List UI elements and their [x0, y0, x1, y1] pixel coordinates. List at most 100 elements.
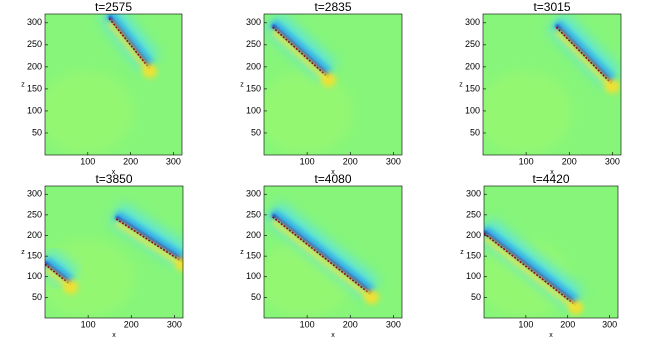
- y-tick-label: 100: [466, 271, 481, 281]
- wave-blue: [45, 256, 74, 285]
- plot-frame: [482, 13, 622, 156]
- wave-tip: [569, 300, 584, 315]
- panel: t=4080 100 200 300 50 100 150 200 250 300 x z: [240, 172, 403, 339]
- x-axis-label: x: [331, 169, 335, 176]
- wave-tip: [605, 79, 620, 94]
- y-tick-label: 250: [246, 39, 261, 49]
- field: [483, 14, 621, 155]
- y-tick-label: 200: [27, 61, 42, 71]
- y-tick-label: 250: [466, 209, 481, 219]
- y-tick-label: 50: [471, 292, 481, 302]
- y-axis-label: z: [21, 81, 25, 88]
- panel-title: t=2835: [314, 0, 351, 14]
- y-tick-label: 300: [466, 189, 481, 199]
- x-tick-label: 100: [300, 156, 315, 166]
- x-tick-label: 300: [602, 319, 617, 329]
- y-tick-label: 150: [466, 251, 481, 261]
- wave-dark: [108, 15, 152, 69]
- panel: t=3850 100 200 300 50 100 150 200 250 300 x z: [21, 172, 184, 339]
- x-tick-label: 300: [386, 156, 401, 166]
- y-tick-label: 250: [465, 39, 480, 49]
- x-tick-label: 100: [518, 319, 533, 329]
- wave-red: [108, 17, 151, 70]
- wave-yellow: [484, 234, 578, 311]
- wave-yellow: [106, 19, 153, 74]
- y-axis-label: z: [459, 81, 463, 88]
- y-tick-label: 250: [27, 39, 42, 49]
- y-tick-label: 150: [465, 83, 480, 93]
- x-tick-label: 300: [605, 156, 620, 166]
- y-tick-label: 300: [246, 189, 261, 199]
- y-tick-label: 150: [27, 251, 42, 261]
- wave-tip: [321, 72, 336, 87]
- panel: t=2835 100 200 300 50 100 150 200 250 300 x z: [240, 0, 403, 176]
- y-tick-label: 200: [466, 230, 481, 240]
- wave-red: [115, 218, 183, 263]
- wave-blue: [484, 225, 579, 306]
- wave-tip: [364, 290, 379, 305]
- y-tick-label: 50: [470, 127, 480, 137]
- y-tick-label: 250: [27, 209, 42, 219]
- y-tick-label: 100: [465, 105, 480, 115]
- plot-frame: [263, 13, 403, 156]
- x-tick-label: 300: [167, 319, 182, 329]
- x-tick-label: 100: [519, 156, 534, 166]
- panel: t=3015 100 200 300 50 100 150 200 250 300 x z: [459, 0, 622, 176]
- field: [45, 14, 182, 155]
- wave-blue: [269, 209, 375, 295]
- plot-frame: [483, 185, 619, 319]
- field-shade: [483, 70, 573, 155]
- x-tick-label: 200: [343, 319, 358, 329]
- y-tick-label: 250: [246, 209, 261, 219]
- y-tick-label: 200: [246, 61, 261, 71]
- y-tick-label: 100: [246, 105, 261, 115]
- y-tick-label: 300: [246, 17, 261, 27]
- panel-title: t=4420: [532, 172, 569, 186]
- x-tick-label: 300: [166, 156, 181, 166]
- y-axis-label: z: [21, 249, 25, 256]
- x-axis-label: x: [550, 169, 554, 176]
- wave-dark: [555, 24, 614, 84]
- wave-dark: [484, 230, 578, 305]
- field: [264, 14, 402, 155]
- y-tick-label: 50: [251, 292, 261, 302]
- x-axis-label: x: [549, 332, 553, 339]
- x-tick-label: 200: [562, 156, 577, 166]
- wave-tip: [142, 64, 157, 79]
- x-axis-label: x: [331, 332, 335, 339]
- panel-title: t=3850: [95, 172, 132, 186]
- wave-dark: [271, 24, 330, 78]
- y-tick-label: 200: [465, 61, 480, 71]
- wave-dark: [45, 261, 72, 285]
- y-tick-label: 150: [246, 251, 261, 261]
- y-axis-label: z: [460, 249, 464, 256]
- y-tick-label: 50: [32, 292, 42, 302]
- x-axis-label: x: [112, 332, 116, 339]
- wave-yellow: [554, 28, 615, 90]
- x-tick-label: 200: [123, 156, 138, 166]
- wave-dark: [115, 215, 183, 262]
- field-shade: [45, 70, 135, 155]
- x-tick-label: 200: [124, 319, 139, 329]
- field: [45, 186, 183, 318]
- y-tick-label: 300: [27, 17, 42, 27]
- x-tick-label: 300: [386, 319, 401, 329]
- plot-frame: [44, 185, 184, 319]
- field-shade: [264, 70, 354, 155]
- y-tick-label: 300: [465, 17, 480, 27]
- y-tick-label: 300: [27, 189, 42, 199]
- y-tick-label: 150: [27, 83, 42, 93]
- y-tick-label: 100: [246, 271, 261, 281]
- plot-frame: [44, 13, 183, 156]
- wave-yellow: [270, 27, 331, 84]
- x-axis-label: x: [112, 169, 116, 176]
- y-tick-label: 100: [27, 105, 42, 115]
- wave-yellow: [270, 217, 374, 301]
- x-tick-label: 100: [81, 319, 96, 329]
- wave-red: [272, 216, 373, 296]
- panel: t=4420 100 200 300 50 100 150 200 250 300 x z: [460, 172, 619, 339]
- field: [484, 186, 618, 318]
- y-tick-label: 150: [246, 83, 261, 93]
- wave-red: [555, 26, 613, 86]
